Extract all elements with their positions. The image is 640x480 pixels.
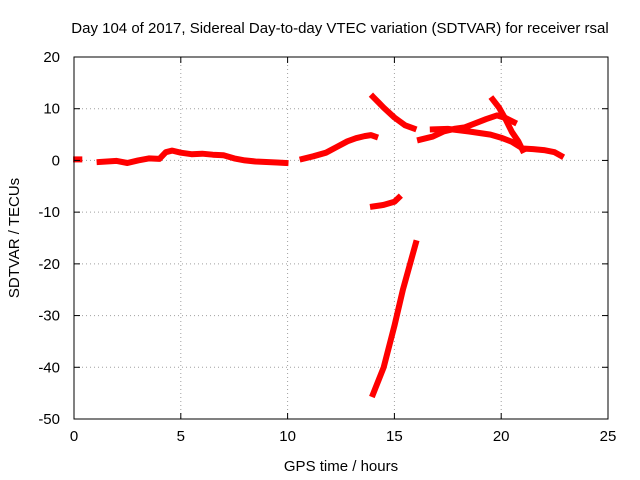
y-tick-label: 10 (43, 101, 60, 118)
x-tick-label: 15 (386, 428, 403, 445)
data-series (73, 92, 566, 399)
axis-ticks: 0 5 10 15 20 25 -50 -40 -30 -20 -10 0 10 20 (38, 49, 616, 445)
plot-frame (73, 56, 609, 420)
series-arc-early (96, 147, 289, 167)
y-tick-label: -40 (38, 359, 60, 376)
y-tick-label: -10 (38, 204, 60, 221)
y-tick-label: -20 (38, 256, 60, 273)
y-tick-label: -30 (38, 308, 60, 325)
series-arc-steep (369, 239, 420, 399)
x-tick-label: 10 (279, 428, 296, 445)
x-tick-label: 25 (600, 428, 617, 445)
y-tick-label: 20 (43, 49, 60, 66)
series-arc-morning (298, 132, 380, 163)
y-tick-label: 0 (52, 152, 60, 169)
chart-title: Day 104 of 2017, Sidereal Day-to-day VTE… (71, 20, 608, 37)
series-arc-descending (368, 92, 418, 133)
x-tick-label: 20 (493, 428, 510, 445)
series-arc-late (429, 125, 566, 160)
y-tick-label: -50 (38, 411, 60, 428)
x-tick-label: 0 (70, 428, 78, 445)
series-arc-short (369, 193, 403, 210)
x-tick-label: 5 (177, 428, 185, 445)
grid-lines (74, 57, 608, 419)
y-axis-label: SDTVAR / TECUs (6, 178, 23, 298)
x-axis-label: GPS time / hours (284, 458, 398, 475)
